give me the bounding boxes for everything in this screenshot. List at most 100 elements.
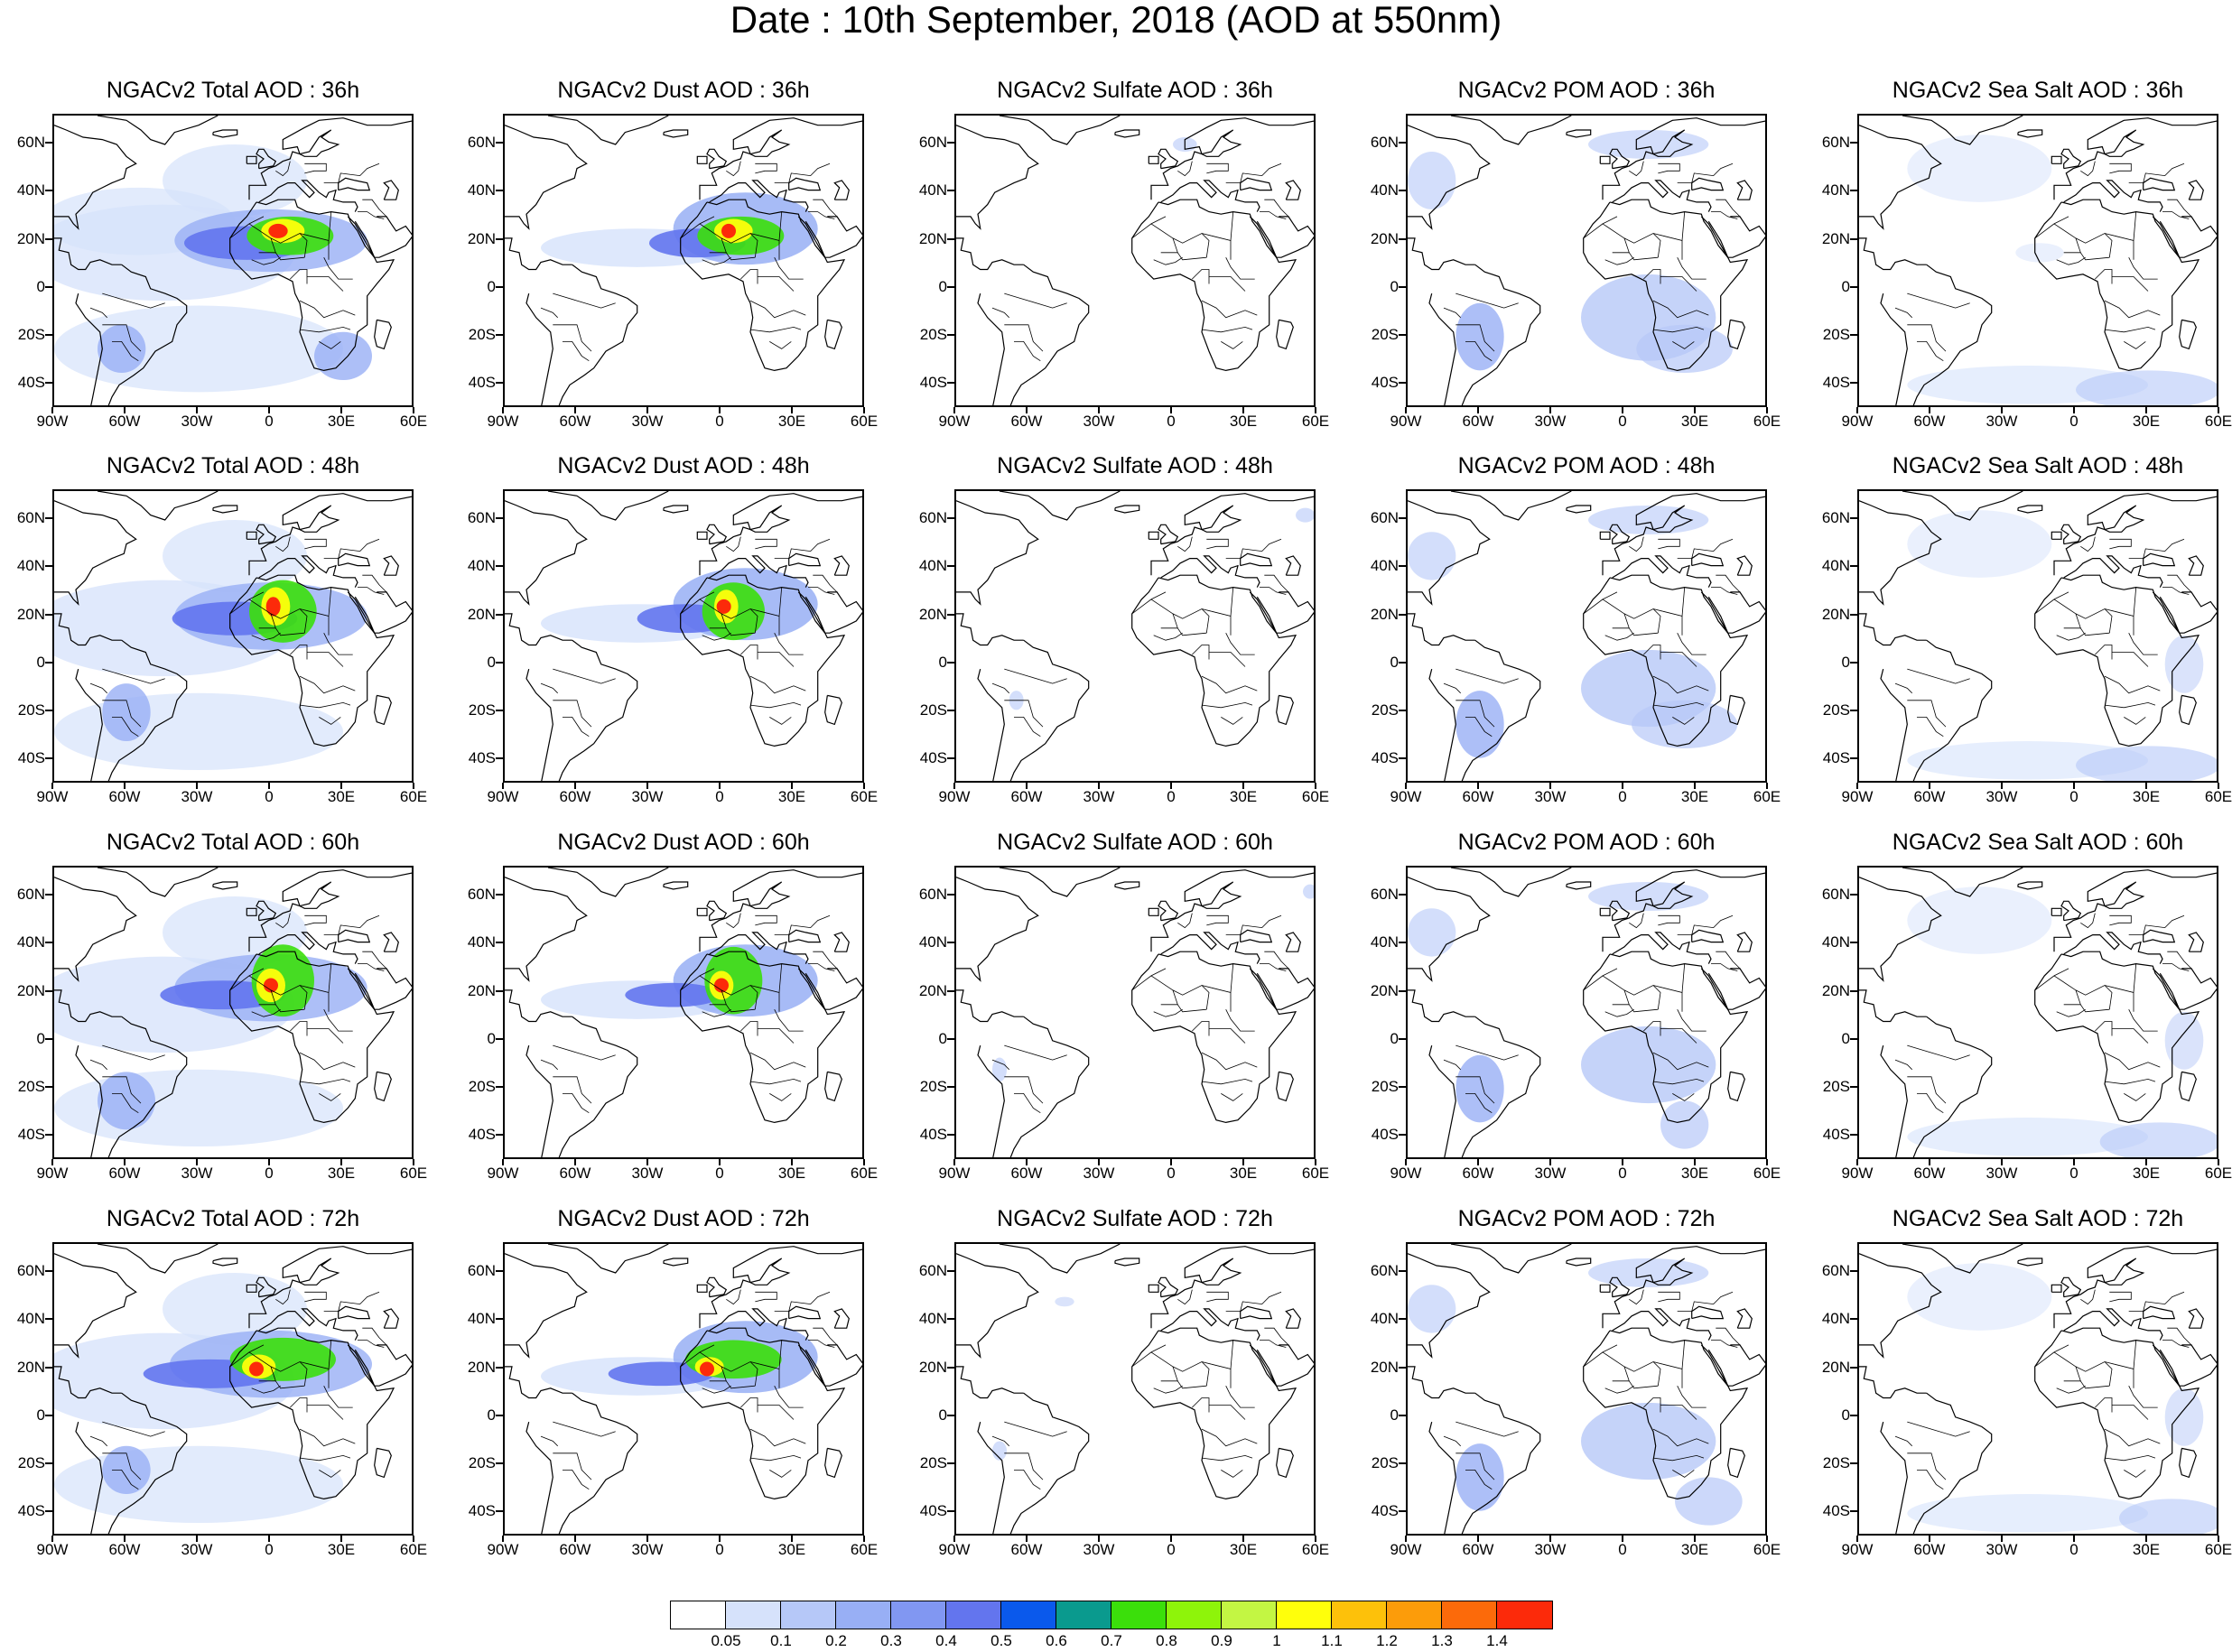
country-border	[774, 538, 831, 559]
lon-tick	[1622, 1159, 1623, 1165]
country-border	[299, 985, 308, 1010]
country-border	[2167, 951, 2192, 970]
lat-tick-label: 60N	[1821, 1261, 1850, 1279]
colorbar-swatch	[1277, 1601, 1332, 1629]
country-border	[1192, 1021, 1210, 1036]
coastline	[2017, 1258, 2043, 1267]
aod-plume	[721, 223, 736, 238]
coastline	[299, 505, 340, 533]
lat-tick	[1399, 190, 1406, 192]
lat-tick-label: 20N	[1370, 1358, 1399, 1376]
country-border	[304, 1291, 327, 1303]
coastline	[1902, 868, 2023, 897]
country-border	[755, 914, 777, 926]
lon-tick	[124, 1159, 126, 1165]
country-border	[749, 233, 758, 258]
country-border	[553, 1452, 592, 1480]
country-border	[1894, 307, 1912, 319]
lat-tick-label: 20S	[1371, 1454, 1399, 1472]
coastline	[977, 1421, 1005, 1534]
lat-tick-label: 60N	[1370, 133, 1399, 151]
country-border	[774, 914, 831, 935]
lon-tick	[340, 407, 342, 413]
coastline	[706, 148, 728, 170]
aod-map	[1408, 1244, 1765, 1534]
lat-tick	[45, 942, 52, 944]
coastline	[749, 129, 791, 157]
country-border	[1643, 269, 1661, 284]
lat-tick	[1399, 613, 1406, 616]
lon-tick-label: 0	[2069, 1541, 2079, 1558]
country-border	[778, 963, 783, 993]
country-border	[2034, 591, 2069, 615]
lat-tick-label: 40N	[1370, 181, 1399, 200]
lat-tick-label: 0	[1841, 1029, 1850, 1047]
country-border	[2104, 1454, 2156, 1462]
country-border	[1153, 1008, 1183, 1017]
panel-title: NGACv2 POM AOD : 48h	[1457, 453, 1716, 478]
coastline	[1652, 505, 1694, 533]
coastline	[956, 989, 1024, 1023]
country-border	[749, 608, 758, 634]
country-border	[1014, 340, 1041, 362]
country-border	[2034, 1344, 2069, 1368]
coastline	[1700, 216, 1729, 258]
lat-tick	[1850, 893, 1857, 896]
country-border	[726, 1289, 741, 1305]
country-border	[2104, 608, 2113, 634]
map-frame	[1406, 866, 1767, 1159]
coastline	[1727, 319, 1745, 350]
coastline	[1652, 1258, 1694, 1285]
coastline	[1736, 555, 1753, 576]
country-border	[89, 1059, 107, 1071]
country-border	[1583, 216, 1618, 239]
lat-tick-label: 40S	[17, 749, 45, 767]
coastline	[505, 1253, 588, 1359]
panel-title: NGACv2 Sea Salt AOD : 36h	[1892, 78, 2184, 103]
lon-tick-label: 30W	[1083, 1541, 1115, 1558]
coastline	[354, 968, 412, 1010]
country-border	[2133, 211, 2137, 241]
lon-tick	[1766, 783, 1768, 789]
colorbar-swatch	[1332, 1601, 1387, 1629]
country-border	[248, 223, 310, 244]
country-border	[1662, 610, 1683, 636]
country-border	[1131, 216, 1167, 239]
lat-tick	[947, 1086, 954, 1089]
lon-tick	[1856, 1159, 1858, 1165]
coastline	[1691, 552, 1725, 567]
map-frame	[503, 866, 864, 1159]
coastline	[54, 1366, 122, 1399]
lon-tick	[2073, 1159, 2075, 1165]
lat-tick-label: 20S	[1371, 1078, 1399, 1096]
coastline	[1707, 591, 1765, 634]
lat-tick-label: 0	[1841, 653, 1850, 671]
lon-tick	[1315, 1159, 1316, 1165]
country-border	[540, 682, 558, 694]
coastline	[1583, 951, 1749, 1124]
aod-map	[1408, 116, 1765, 405]
coastline	[97, 868, 219, 897]
aod-plume	[1907, 886, 2052, 954]
lon-tick	[2001, 407, 2003, 413]
country-border	[1652, 326, 1705, 333]
country-border	[2063, 237, 2081, 254]
country-border	[2104, 1361, 2113, 1387]
country-border	[1201, 233, 1210, 258]
country-border	[1230, 587, 1234, 617]
lat-tick-label: 40N	[16, 181, 45, 200]
country-border	[749, 675, 806, 694]
lat-tick-label: 40S	[919, 1126, 947, 1144]
coastline	[797, 968, 826, 1010]
country-border	[1177, 913, 1193, 929]
lon-tick-label: 60W	[1462, 1165, 1494, 1182]
country-border	[1004, 292, 1067, 309]
coastline	[696, 155, 708, 164]
lon-tick	[1405, 1536, 1407, 1542]
lat-tick-label: 60N	[467, 1261, 496, 1279]
coastline	[1408, 125, 1491, 230]
lat-tick-label: 40N	[1821, 557, 1850, 575]
coastline	[2051, 1284, 2062, 1293]
coastline	[1201, 129, 1242, 157]
country-border	[1455, 668, 1519, 684]
